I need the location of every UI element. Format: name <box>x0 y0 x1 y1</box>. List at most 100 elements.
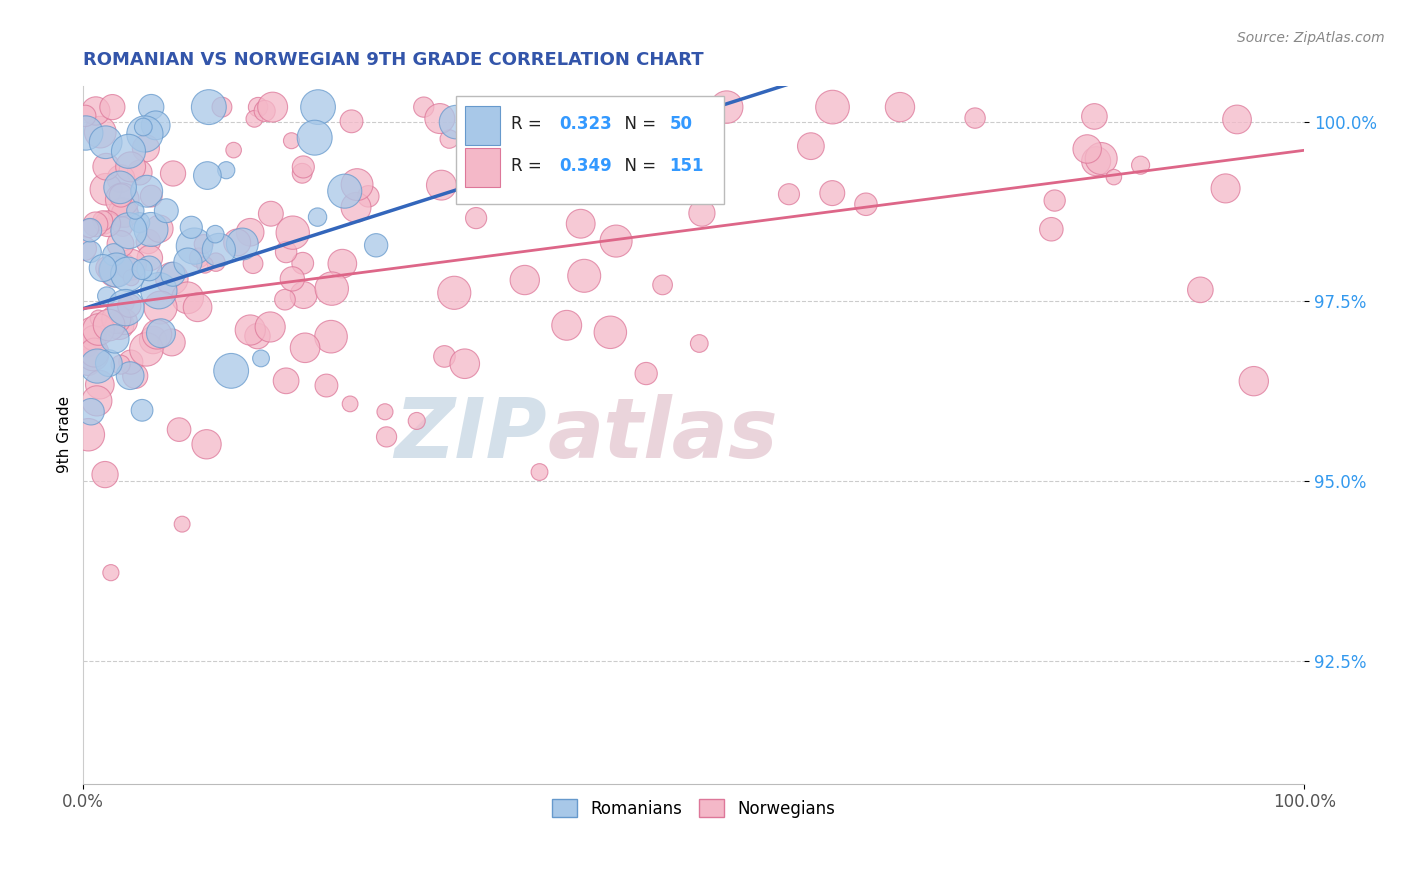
Point <box>148 284 170 298</box>
Point <box>315 378 337 392</box>
Point <box>374 405 396 419</box>
FancyBboxPatch shape <box>456 96 724 204</box>
Point <box>84 217 107 231</box>
Text: 50: 50 <box>669 115 692 133</box>
Point <box>94 182 117 196</box>
Point <box>250 351 273 366</box>
Point <box>686 131 709 145</box>
Point <box>274 245 297 260</box>
Point <box>1040 222 1063 236</box>
Point <box>281 226 304 240</box>
Point <box>443 285 465 300</box>
Text: 0.323: 0.323 <box>560 115 612 133</box>
Point <box>366 238 388 252</box>
Point <box>96 261 118 276</box>
Point <box>205 255 228 269</box>
Point <box>104 263 127 277</box>
Point <box>187 301 209 315</box>
Point <box>215 163 238 178</box>
Point <box>128 165 150 179</box>
Point <box>195 437 218 451</box>
Point <box>110 171 132 186</box>
Point <box>344 201 367 215</box>
Point <box>110 188 132 202</box>
Point <box>821 100 844 114</box>
Point <box>242 257 264 271</box>
Point <box>599 326 621 340</box>
Point <box>855 197 877 211</box>
Point <box>243 112 266 126</box>
Point <box>444 115 467 129</box>
Point <box>281 272 304 286</box>
Point <box>79 244 101 259</box>
Point <box>1090 152 1112 166</box>
Text: N =: N = <box>614 157 662 175</box>
Text: R =: R = <box>510 115 547 133</box>
Point <box>91 213 114 227</box>
Point <box>101 100 124 114</box>
Point <box>239 225 262 239</box>
Point <box>111 219 134 234</box>
Point <box>167 423 190 437</box>
Point <box>208 243 231 257</box>
Point <box>145 119 167 133</box>
Point <box>274 374 297 388</box>
Text: ROMANIAN VS NORWEGIAN 9TH GRADE CORRELATION CHART: ROMANIAN VS NORWEGIAN 9TH GRADE CORRELAT… <box>83 51 704 69</box>
Point <box>82 325 104 339</box>
Point <box>1226 112 1249 127</box>
Point <box>77 427 100 442</box>
Point <box>111 193 134 207</box>
Point <box>294 341 316 355</box>
Point <box>104 332 127 346</box>
Point <box>439 132 461 146</box>
Point <box>162 166 184 180</box>
Point <box>94 135 117 149</box>
Point <box>141 100 163 114</box>
Point <box>86 359 108 373</box>
Point <box>135 184 157 198</box>
Legend: Romanians, Norwegians: Romanians, Norwegians <box>546 793 842 824</box>
Point <box>246 329 269 343</box>
Point <box>800 139 823 153</box>
Point <box>110 358 132 372</box>
Point <box>433 350 456 364</box>
Point <box>120 368 142 383</box>
Point <box>149 301 172 315</box>
Point <box>292 160 315 174</box>
Point <box>110 237 132 252</box>
Point <box>259 320 281 334</box>
Point <box>430 178 453 193</box>
Point <box>690 206 713 220</box>
Point <box>574 268 596 283</box>
Point <box>79 221 101 235</box>
Text: 151: 151 <box>669 157 704 175</box>
Point <box>307 210 329 224</box>
Point <box>231 237 253 252</box>
Point <box>148 221 170 235</box>
Point <box>103 248 125 262</box>
Point <box>131 262 153 277</box>
Point <box>75 126 97 140</box>
Point <box>304 130 326 145</box>
Point <box>146 327 169 342</box>
Point <box>274 293 297 307</box>
FancyBboxPatch shape <box>465 148 499 186</box>
Point <box>465 211 488 225</box>
Point <box>112 258 135 272</box>
Point <box>211 100 233 114</box>
Point <box>204 227 226 241</box>
Point <box>509 148 531 162</box>
Point <box>513 273 536 287</box>
Point <box>716 100 738 114</box>
Point <box>333 184 356 198</box>
Point <box>83 331 105 345</box>
Point <box>965 111 987 125</box>
Point <box>84 103 107 118</box>
Text: R =: R = <box>510 157 547 175</box>
Point <box>605 234 627 248</box>
Point <box>375 430 398 444</box>
Point <box>330 257 353 271</box>
Point <box>77 343 100 357</box>
Point <box>87 322 110 336</box>
Point <box>132 120 155 134</box>
